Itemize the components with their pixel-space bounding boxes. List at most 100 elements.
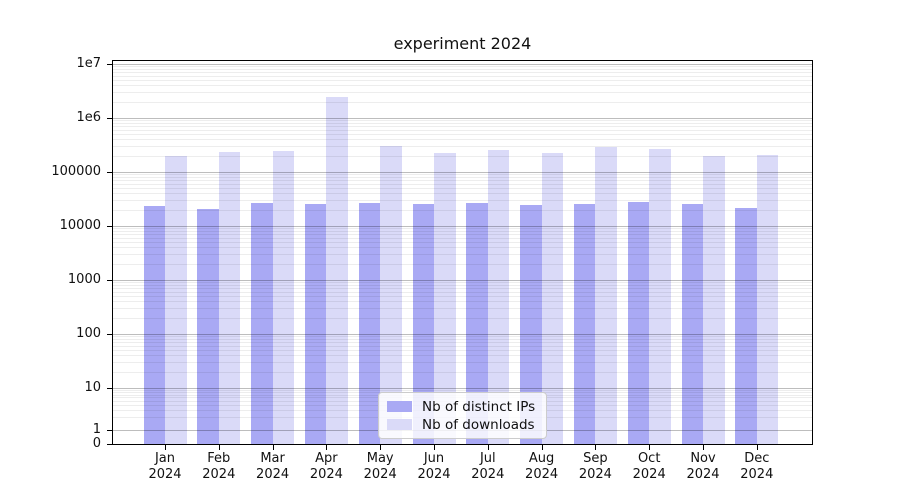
bar-downloads-feb	[218, 152, 241, 444]
gridline-minor	[113, 92, 812, 94]
x-tick-mark	[703, 445, 704, 450]
y-tick-label: 1000	[67, 272, 101, 287]
y-tick-label: 10000	[59, 218, 101, 233]
x-tick-label: Dec 2024	[740, 451, 774, 482]
x-tick-label: Jul 2024	[471, 451, 505, 482]
bar-distinct-ips-apr	[304, 204, 327, 444]
gridline-minor	[113, 339, 812, 341]
y-tick-mark	[107, 430, 113, 431]
gridline-minor	[113, 254, 812, 256]
x-tick-label: May 2024	[363, 451, 397, 482]
bar-downloads-jan	[165, 155, 187, 444]
gridline-minor	[113, 296, 812, 298]
gridline-minor	[113, 291, 812, 293]
bar-distinct-ips-mar	[251, 203, 273, 444]
gridline-minor	[113, 308, 812, 310]
x-tick-mark	[487, 445, 489, 450]
gridline-minor	[113, 177, 812, 179]
x-tick-mark	[434, 445, 435, 450]
gridline-minor	[113, 174, 812, 176]
bar-downloads-oct	[649, 149, 671, 444]
bar-downloads-mar	[272, 151, 295, 444]
y-tick-mark	[107, 444, 113, 445]
legend-entry-downloads: Nb of downloads	[387, 416, 535, 433]
gridline-minor	[113, 126, 812, 128]
y-tick-mark	[107, 172, 113, 173]
bar-distinct-ips-dec	[735, 207, 757, 444]
bar-downloads-may	[380, 146, 402, 444]
x-tick-mark	[272, 445, 274, 450]
gridline-minor	[113, 188, 812, 190]
x-tick-label: Jan 2024	[148, 451, 182, 482]
gridline-minor	[113, 123, 812, 125]
y-tick-label: 100	[76, 326, 101, 341]
legend-swatch-downloads	[387, 419, 412, 430]
y-tick-mark	[107, 280, 113, 281]
bar-downloads-jun	[434, 152, 456, 444]
legend: Nb of distinct IPs Nb of downloads	[378, 392, 548, 439]
gridline-minor	[113, 209, 812, 211]
x-tick-label: Jun 2024	[417, 451, 451, 482]
gridline-minor	[113, 75, 812, 77]
bar-distinct-ips-feb	[197, 208, 219, 444]
x-tick-mark	[756, 445, 758, 450]
gridline-major	[113, 118, 812, 119]
bar-distinct-ips-jun	[412, 204, 434, 444]
gridline-minor	[113, 345, 812, 347]
gridline-minor	[113, 301, 812, 303]
legend-swatch-distinct-ips	[387, 401, 412, 412]
legend-label-downloads: Nb of downloads	[422, 416, 535, 433]
gridline-minor	[113, 389, 812, 391]
x-tick-mark	[218, 445, 220, 450]
gridline-minor	[113, 285, 812, 287]
bar-distinct-ips-aug	[520, 204, 542, 444]
gridline-minor	[113, 288, 812, 290]
x-tick-label: Feb 2024	[202, 451, 236, 482]
x-tick-label: Nov 2024	[686, 451, 720, 482]
y-tick-label: 1e6	[76, 110, 101, 125]
bar-downloads-jul	[487, 150, 510, 444]
gridline-minor	[113, 237, 812, 239]
bar-distinct-ips-oct	[627, 201, 650, 444]
gridline-minor	[113, 317, 812, 319]
gridline-minor	[113, 200, 812, 202]
gridline-minor	[113, 242, 812, 244]
bar-distinct-ips-jul	[466, 203, 488, 444]
gridline-minor	[113, 146, 812, 148]
gridline-minor	[113, 139, 812, 141]
x-tick-mark	[541, 445, 543, 450]
gridline-minor	[113, 228, 812, 230]
bar-downloads-nov	[703, 156, 725, 444]
legend-entry-distinct-ips: Nb of distinct IPs	[387, 398, 535, 415]
x-tick-label: Aug 2024	[525, 451, 559, 482]
gridline-major	[113, 280, 812, 281]
bar-distinct-ips-may	[358, 203, 381, 444]
gridline-minor	[113, 183, 812, 185]
bar-distinct-ips-jan	[143, 205, 165, 444]
gridline-minor	[113, 101, 812, 103]
bar-downloads-aug	[541, 152, 564, 444]
bar-downloads-apr	[326, 96, 348, 444]
gridline-minor	[113, 263, 812, 265]
gridline-minor	[113, 193, 812, 195]
x-tick-label: Sep 2024	[578, 451, 612, 482]
legend-label-distinct-ips: Nb of distinct IPs	[422, 398, 536, 415]
gridline-minor	[113, 231, 812, 233]
gridline-minor	[113, 69, 812, 71]
gridline-minor	[113, 247, 812, 249]
y-tick-label: 100000	[51, 164, 101, 179]
x-tick-label: Apr 2024	[309, 451, 343, 482]
gridline-major	[113, 334, 812, 335]
gridline-minor	[113, 234, 812, 236]
x-tick-label: Oct 2024	[632, 451, 666, 482]
gridline-minor	[113, 350, 812, 352]
gridline-minor	[113, 80, 812, 82]
gridline-minor	[113, 66, 812, 68]
gridline-minor	[113, 355, 812, 357]
x-tick-label: Mar 2024	[256, 451, 290, 482]
x-tick-mark	[326, 445, 328, 450]
y-tick-mark	[107, 118, 113, 119]
gridline-minor	[113, 282, 812, 284]
gridline-minor	[113, 120, 812, 122]
